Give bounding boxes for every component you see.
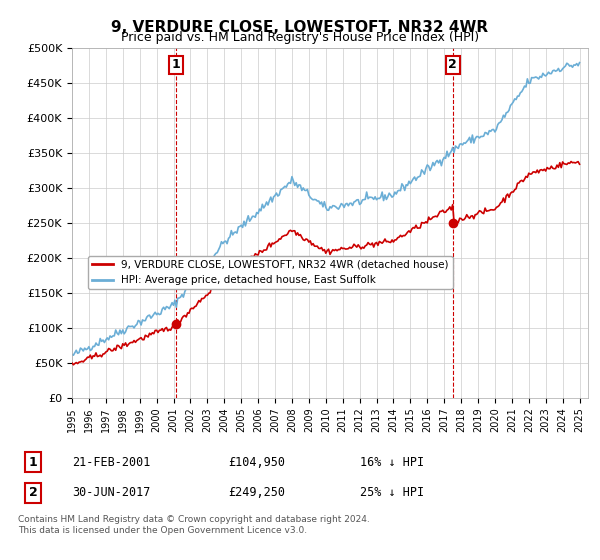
Text: Contains HM Land Registry data © Crown copyright and database right 2024.
This d: Contains HM Land Registry data © Crown c… xyxy=(18,515,370,535)
Text: £104,950: £104,950 xyxy=(228,455,285,469)
Text: 1: 1 xyxy=(29,455,37,469)
Text: Price paid vs. HM Land Registry's House Price Index (HPI): Price paid vs. HM Land Registry's House … xyxy=(121,31,479,44)
Legend: 9, VERDURE CLOSE, LOWESTOFT, NR32 4WR (detached house), HPI: Average price, deta: 9, VERDURE CLOSE, LOWESTOFT, NR32 4WR (d… xyxy=(88,256,452,290)
Text: 25% ↓ HPI: 25% ↓ HPI xyxy=(360,486,424,500)
Text: 21-FEB-2001: 21-FEB-2001 xyxy=(72,455,151,469)
Text: 2: 2 xyxy=(29,486,37,500)
Text: 1: 1 xyxy=(172,58,180,71)
Text: 9, VERDURE CLOSE, LOWESTOFT, NR32 4WR: 9, VERDURE CLOSE, LOWESTOFT, NR32 4WR xyxy=(112,20,488,35)
Text: 30-JUN-2017: 30-JUN-2017 xyxy=(72,486,151,500)
Text: £249,250: £249,250 xyxy=(228,486,285,500)
Text: 16% ↓ HPI: 16% ↓ HPI xyxy=(360,455,424,469)
Text: 2: 2 xyxy=(448,58,457,71)
